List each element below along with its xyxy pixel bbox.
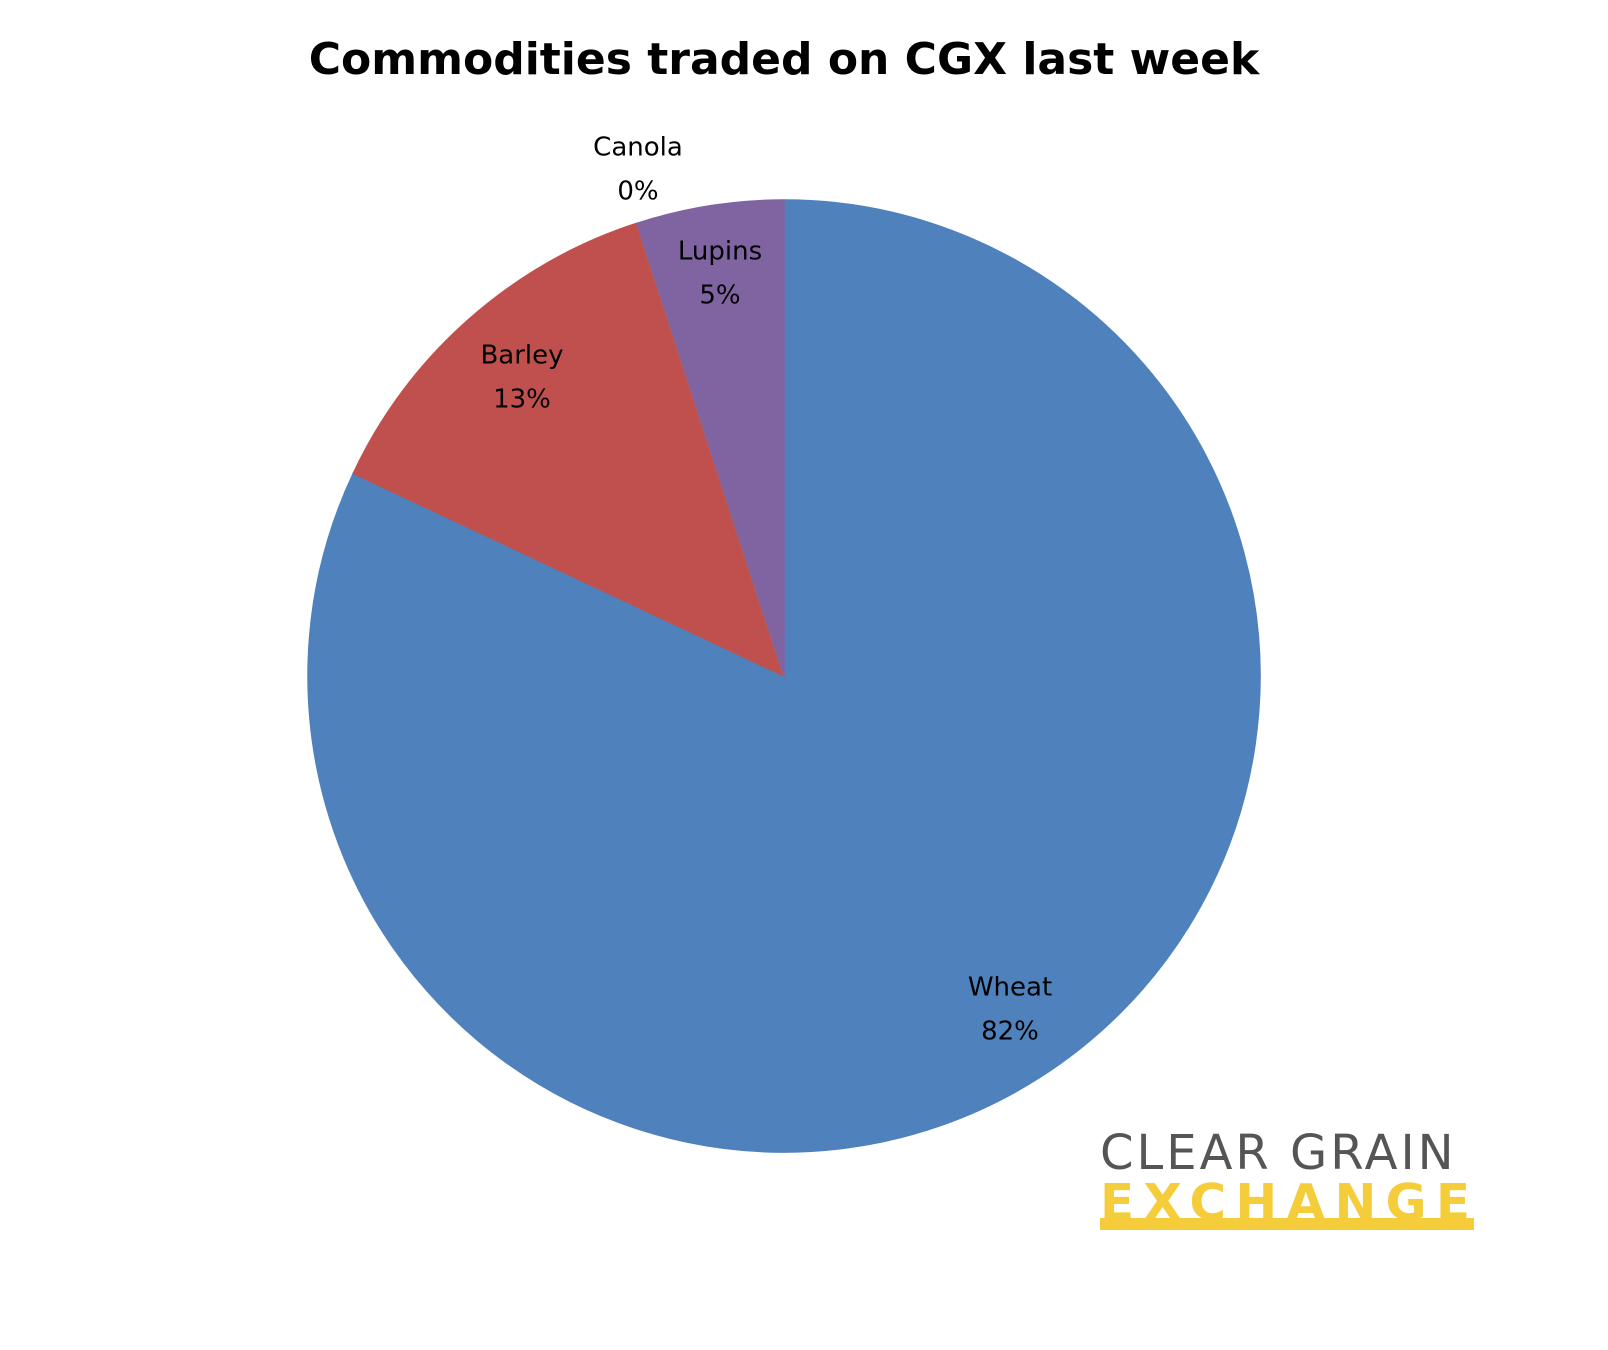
value-label: 82% <box>981 1017 1039 1047</box>
chart-title: Commodities traded on CGX last week <box>309 34 1261 85</box>
slice-label: Canola <box>593 133 683 163</box>
logo-line2: EXCHANGE <box>1100 1174 1474 1232</box>
logo-band <box>1100 1218 1474 1230</box>
value-label: 5% <box>699 281 740 311</box>
slice-label: Wheat <box>968 973 1052 1003</box>
value-label: 13% <box>493 385 551 415</box>
logo-line1: CLEAR GRAIN <box>1100 1125 1457 1181</box>
slice-label: Barley <box>480 341 563 371</box>
pie-slice <box>635 199 785 677</box>
pie-slice <box>352 222 786 678</box>
slice-label: Lupins <box>678 237 762 267</box>
value-label: 0% <box>617 177 658 207</box>
